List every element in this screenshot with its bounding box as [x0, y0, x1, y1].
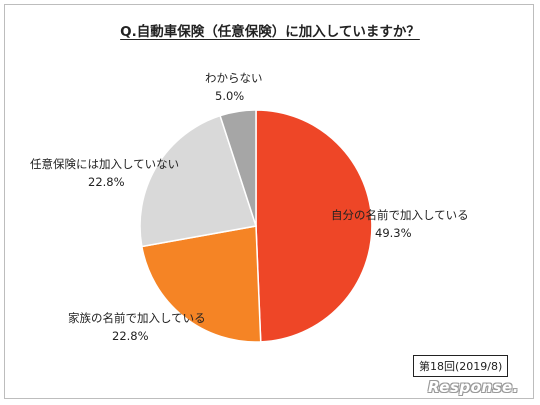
pie-slice-none — [139, 114, 257, 248]
response-watermark-logo: Response. — [428, 378, 519, 396]
pie-slice-unknown — [219, 109, 257, 227]
slice-label-self: 自分の名前で加入している 49.3% — [331, 206, 469, 243]
chart-title: Q.自動車保険（任意保険）に加入していますか？ — [0, 20, 540, 40]
survey-round-note: 第18回(2019/8) — [413, 355, 509, 377]
slice-label-none: 任意保険には加入していない 22.8% — [30, 155, 179, 192]
slice-label-none-name: 任意保険には加入していない — [30, 157, 180, 171]
slice-label-unknown: わからない 5.0% — [205, 69, 263, 106]
slice-label-none-value: 22.8% — [88, 175, 125, 190]
chart-title-text: Q.自動車保険（任意保険）に加入していますか？ — [120, 24, 420, 40]
slice-label-family-value: 22.8% — [112, 329, 149, 344]
slice-label-self-name: 自分の名前で加入している — [331, 208, 469, 222]
slice-label-self-value: 49.3% — [375, 226, 412, 241]
slice-label-family-name: 家族の名前で加入している — [68, 311, 206, 325]
slice-label-family: 家族の名前で加入している 22.8% — [68, 309, 206, 346]
pie-slice-family — [140, 225, 262, 343]
slice-label-unknown-value: 5.0% — [215, 89, 245, 104]
slice-label-unknown-name: わからない — [205, 71, 263, 85]
pie-slice-self — [255, 109, 373, 343]
